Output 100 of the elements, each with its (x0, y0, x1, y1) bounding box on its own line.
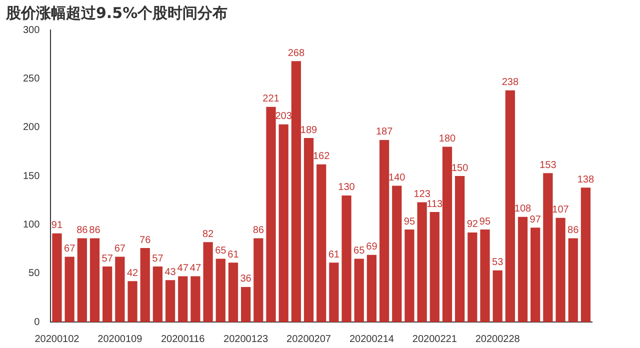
bar (442, 146, 452, 322)
bar (203, 242, 213, 322)
data-label: 42 (126, 268, 139, 279)
x-tick-label: 20200207 (286, 334, 332, 345)
data-label: 76 (140, 234, 152, 246)
data-label: 86 (568, 225, 580, 236)
y-tick-label: 250 (22, 73, 40, 84)
data-label: 123 (414, 189, 431, 200)
bar (480, 230, 490, 322)
bar (115, 256, 125, 322)
bar (291, 61, 301, 322)
data-label: 82 (202, 228, 214, 240)
data-label: 108 (514, 204, 532, 215)
bar (366, 254, 377, 322)
data-label: 92 (466, 219, 478, 230)
bar (140, 248, 150, 322)
data-label: 65 (354, 245, 366, 256)
data-label: 140 (388, 172, 406, 184)
bar (417, 202, 427, 322)
bar (392, 186, 402, 322)
data-label: 268 (288, 48, 305, 59)
x-tick-label: 20200116 (160, 334, 206, 345)
bar (316, 164, 326, 322)
bar (90, 238, 100, 322)
data-label: 238 (502, 77, 519, 88)
data-label: 180 (438, 134, 456, 145)
bar (455, 176, 465, 322)
bar (492, 270, 502, 322)
data-label: 65 (215, 245, 227, 256)
bar (379, 140, 390, 322)
x-tick-label: 20200102 (34, 334, 80, 345)
bar (543, 173, 553, 322)
data-label: 47 (177, 263, 189, 274)
bar (278, 124, 288, 322)
bar (216, 258, 226, 322)
bar (556, 218, 566, 322)
bar (580, 188, 591, 322)
bar (266, 106, 276, 322)
data-label: 57 (102, 253, 114, 264)
data-label: 69 (366, 242, 378, 253)
bar (304, 138, 314, 322)
x-tick-label: 20200221 (412, 334, 458, 345)
bar (568, 238, 578, 322)
data-label: 162 (313, 151, 330, 162)
bar (354, 258, 364, 322)
bar (190, 276, 200, 322)
y-tick-label: 200 (22, 122, 40, 134)
bar (128, 281, 138, 322)
x-tick-label: 20200228 (475, 334, 520, 345)
bar (152, 266, 163, 322)
data-label: 221 (262, 94, 280, 105)
bar (165, 280, 176, 322)
data-label: 36 (240, 274, 252, 285)
data-label: 86 (89, 225, 101, 236)
data-label: 153 (540, 160, 557, 171)
bar (342, 195, 352, 322)
y-tick-label: 300 (22, 24, 40, 36)
x-tick-label: 20200214 (349, 334, 394, 345)
data-label: 86 (76, 225, 88, 236)
x-tick-label: 20200123 (224, 334, 268, 345)
data-label: 107 (552, 204, 570, 216)
x-tick-label: 20200109 (98, 334, 143, 345)
data-label: 113 (426, 198, 444, 210)
data-label: 130 (338, 182, 356, 194)
data-label: 57 (152, 253, 164, 264)
y-tick-label: 0 (34, 316, 40, 328)
bar (102, 266, 112, 322)
bar (178, 276, 188, 322)
bar (240, 286, 251, 322)
y-tick-label: 150 (22, 170, 40, 182)
data-label: 138 (577, 174, 594, 186)
bar (468, 232, 478, 322)
y-tick-label: 100 (22, 219, 40, 230)
data-label: 91 (51, 220, 63, 232)
data-label: 150 (451, 162, 469, 174)
data-label: 189 (300, 124, 318, 136)
data-label: 53 (492, 257, 504, 268)
data-label: 187 (376, 126, 394, 138)
chart-title: 股价涨幅超过9.5%个股时间分布 (6, 4, 228, 23)
bar (228, 262, 238, 322)
bar (404, 230, 414, 322)
data-label: 67 (114, 244, 126, 255)
data-label: 61 (228, 249, 240, 260)
y-tick-label: 50 (28, 268, 40, 280)
data-label: 67 (64, 244, 76, 255)
data-label: 95 (404, 216, 416, 228)
bar (64, 256, 74, 322)
data-label: 43 (164, 266, 176, 278)
data-label: 47 (190, 263, 202, 274)
data-label: 95 (479, 216, 491, 228)
data-label: 97 (530, 214, 542, 226)
bar (530, 228, 540, 322)
data-label: 86 (252, 225, 264, 236)
bar (518, 216, 528, 322)
bar (430, 212, 440, 322)
data-label: 61 (328, 249, 340, 260)
bar (52, 233, 62, 322)
bar (329, 262, 339, 322)
bar (254, 238, 264, 322)
bar (505, 90, 515, 322)
